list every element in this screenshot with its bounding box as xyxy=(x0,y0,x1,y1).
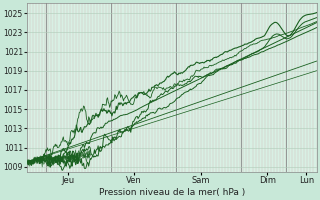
X-axis label: Pression niveau de la mer( hPa ): Pression niveau de la mer( hPa ) xyxy=(99,188,245,197)
